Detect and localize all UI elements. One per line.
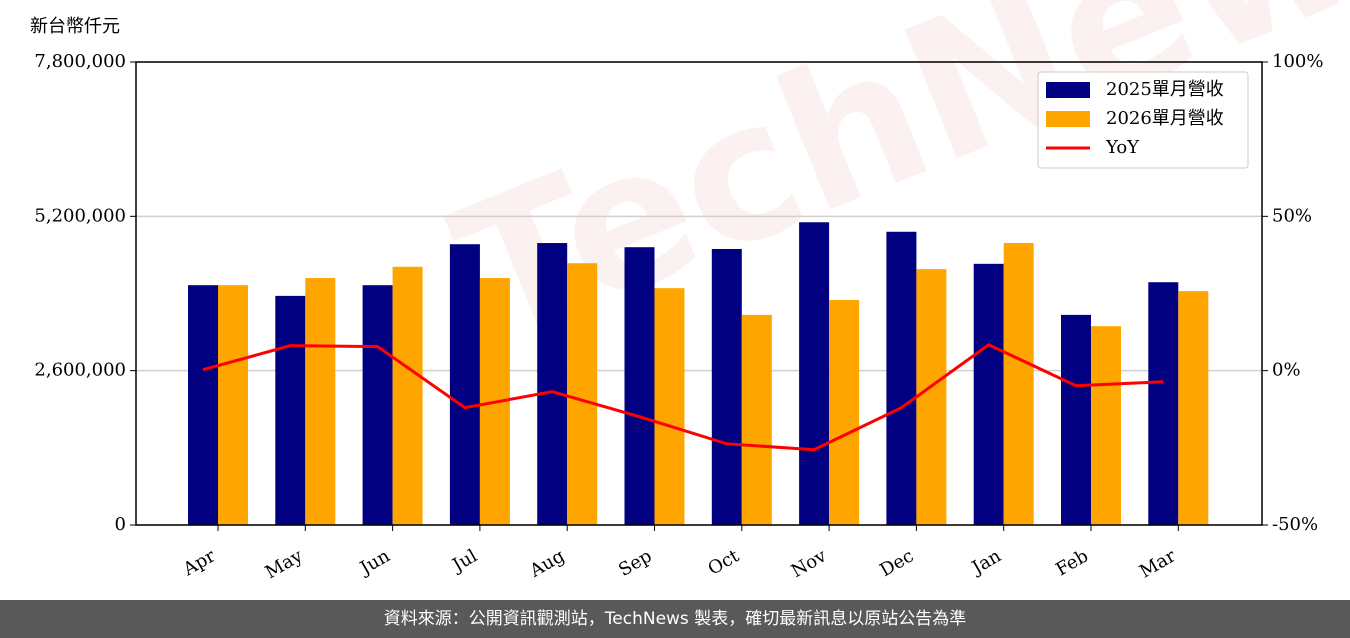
x-tick-label: Jun bbox=[355, 545, 394, 580]
bar bbox=[392, 266, 423, 525]
x-tick-label: Mar bbox=[1136, 545, 1180, 582]
x-tick-label: Sep bbox=[615, 545, 655, 580]
legend-label: 2025單月營收 bbox=[1106, 79, 1224, 100]
plot-frame bbox=[135, 61, 1263, 526]
y2-tick-label: -50% bbox=[1272, 514, 1318, 535]
legend-box bbox=[1037, 71, 1249, 169]
y-tick-label: 5,200,000 bbox=[34, 205, 126, 226]
bar bbox=[218, 285, 248, 525]
x-tick-label: Oct bbox=[705, 545, 744, 580]
bar bbox=[449, 244, 480, 525]
bar bbox=[624, 247, 655, 525]
bar bbox=[829, 300, 860, 525]
bar bbox=[973, 263, 1004, 525]
x-tick-label: Nov bbox=[788, 545, 831, 582]
footer-bar bbox=[0, 600, 1350, 638]
yoy-line bbox=[202, 343, 1164, 452]
legend-label: YoY bbox=[1105, 137, 1140, 158]
bar bbox=[886, 231, 917, 525]
y2-tick-label: 100% bbox=[1272, 51, 1323, 72]
x-tick-label: Jan bbox=[967, 545, 1005, 579]
x-tick-label: Jul bbox=[447, 545, 481, 577]
bar bbox=[916, 269, 947, 525]
x-tick-label: May bbox=[262, 545, 307, 583]
x-tick-label: Aug bbox=[526, 545, 569, 582]
footer: 資料來源：公開資訊觀測站，TechNews 製表，確切最新訊息以原站公告為準 bbox=[384, 609, 966, 629]
legend-swatch bbox=[1046, 82, 1090, 98]
y2-tick-label: 0% bbox=[1272, 360, 1301, 381]
legend-label: 2026單月營收 bbox=[1106, 108, 1224, 129]
bar bbox=[188, 285, 218, 525]
bar bbox=[711, 248, 742, 525]
legend-swatch bbox=[1046, 111, 1090, 127]
bar bbox=[654, 288, 685, 525]
y-tick-label: 0 bbox=[115, 514, 126, 535]
y-tick-label: 2,600,000 bbox=[34, 360, 126, 381]
bar bbox=[1061, 314, 1091, 525]
bar bbox=[1178, 291, 1209, 525]
bar bbox=[305, 278, 336, 525]
x-tick-label: Feb bbox=[1052, 545, 1092, 580]
bar bbox=[567, 263, 598, 525]
bar bbox=[1091, 326, 1121, 525]
bar bbox=[275, 295, 306, 525]
y-axis-label: 新台幣仟元 bbox=[30, 16, 120, 37]
bar bbox=[362, 285, 393, 525]
x-tick-label: Apr bbox=[179, 545, 219, 580]
bar bbox=[1003, 243, 1034, 526]
bar bbox=[537, 243, 568, 526]
y-tick-label: 7,800,000 bbox=[34, 51, 126, 72]
bar bbox=[1148, 282, 1179, 525]
bar bbox=[799, 222, 830, 525]
x-tick-label: Dec bbox=[876, 545, 917, 581]
y2-tick-label: 50% bbox=[1272, 205, 1312, 226]
bar bbox=[741, 314, 772, 525]
